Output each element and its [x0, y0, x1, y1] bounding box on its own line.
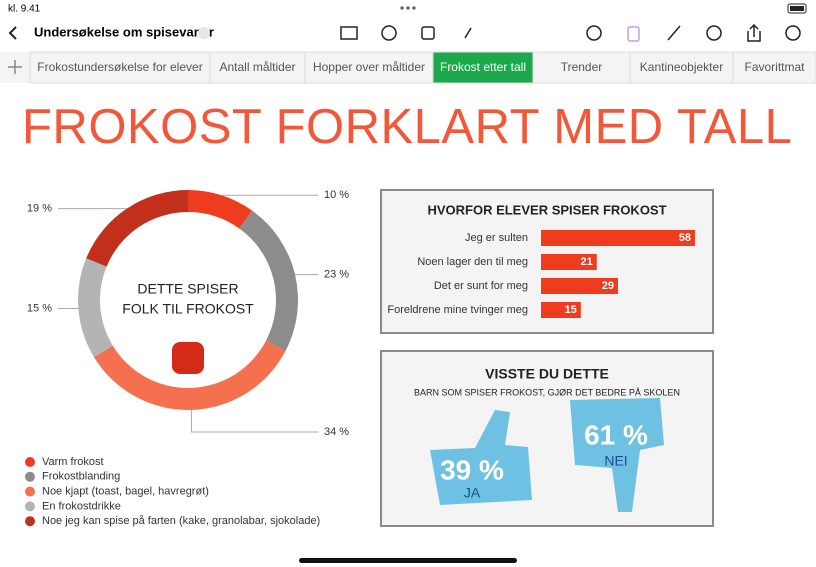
document-title[interactable]: Undersøkelse om spisevaner [34, 24, 214, 39]
legend-label: Frokostblanding [42, 471, 120, 483]
donut-segment [188, 189, 253, 229]
bar-category: Foreldrene mine tvinger meg [387, 304, 528, 316]
bar [541, 230, 695, 246]
tab-label[interactable]: Antall måltider [219, 60, 295, 74]
legend-label: En frokostdrikke [42, 500, 121, 512]
media-icon[interactable] [464, 27, 472, 39]
tab-label[interactable]: Kantineobjekter [640, 60, 723, 74]
legend-swatch [25, 486, 35, 497]
value-label: 19 % [27, 203, 52, 215]
tab[interactable] [304, 51, 434, 84]
bar-value: 29 [602, 280, 614, 292]
tab[interactable] [432, 51, 534, 84]
collab-icon[interactable] [706, 25, 722, 41]
info-title: VISSTE DU DETTE [485, 366, 609, 382]
battery [787, 3, 807, 14]
battery-level [790, 6, 804, 11]
donut-segment [93, 340, 286, 410]
legend-swatch [25, 457, 35, 467]
bar [541, 254, 597, 270]
value-label: 23 % [324, 268, 349, 280]
donut-segment [239, 210, 298, 352]
format-icon[interactable] [627, 26, 640, 42]
info-value: 61 % [584, 419, 648, 450]
tab[interactable] [629, 51, 734, 84]
info-label: NEI [604, 453, 627, 469]
legend-swatch [25, 501, 35, 512]
share-icon[interactable] [747, 23, 761, 42]
tab[interactable] [29, 51, 211, 84]
thumb-down [570, 398, 664, 512]
value-label: 10 % [324, 189, 349, 201]
value-label: 34 % [324, 426, 349, 438]
shape-icon[interactable] [421, 26, 435, 40]
add-sheet[interactable] [8, 60, 22, 74]
legend-label: Noe jeg kan spise på farten (kake, grano… [42, 515, 320, 527]
undo-icon[interactable] [586, 25, 602, 41]
center-label: FOLK TIL FROKOST [122, 301, 254, 317]
legend-swatch [25, 516, 35, 527]
tab-label[interactable]: Hopper over måltider [313, 60, 425, 74]
back-button[interactable] [8, 26, 17, 40]
bar-category: Noen lager den til meg [417, 256, 528, 268]
thumb-up [430, 410, 532, 505]
bar-chart-title: HVORFOR ELEVER SPISER FROKOST [427, 202, 666, 217]
tab-label[interactable]: Trender [561, 60, 603, 74]
bar [541, 302, 581, 318]
chart-icon[interactable] [381, 25, 397, 41]
bar-category: Jeg er sulten [465, 232, 528, 244]
toolbar-icons [340, 23, 801, 42]
bar-value: 58 [679, 232, 691, 244]
info-subtitle: BARN SOM SPISER FROKOST, GJØR DET BEDRE … [414, 387, 680, 397]
legend-label: Varm frokost [42, 456, 104, 468]
home-indicator [299, 558, 517, 563]
sheet-title: FROKOST FORKLART MED TALL [22, 100, 792, 154]
donut-segment [77, 258, 113, 357]
status-time: kl. 9.41 [8, 4, 41, 15]
tab[interactable] [532, 51, 631, 84]
tab[interactable] [209, 51, 306, 84]
table-icon[interactable] [340, 26, 358, 40]
center-label: DETTE SPISER [137, 281, 238, 297]
bar-value: 21 [581, 256, 593, 268]
legend-swatch [25, 471, 35, 482]
tab-label[interactable]: Favorittmat [744, 60, 805, 74]
value-label: 15 % [27, 302, 52, 314]
thumbs [430, 398, 664, 512]
tab-label[interactable]: Frokostundersøkelse for elever [37, 60, 202, 74]
title-menu[interactable] [198, 27, 210, 39]
bar-category: Det er sunt for meg [434, 280, 528, 292]
donut-segment [86, 189, 188, 267]
legend-label: Noe kjapt (toast, bagel, havregrøt) [42, 486, 209, 498]
leader-line [190, 409, 318, 433]
bar-value: 15 [565, 304, 577, 316]
more-icon[interactable] [785, 25, 801, 41]
info-label: JA [464, 485, 481, 501]
info-value: 39 % [440, 454, 504, 485]
bar [541, 278, 618, 294]
brush-icon[interactable] [667, 25, 681, 41]
tab-label[interactable]: Frokost etter tall [440, 60, 526, 74]
status-dots [400, 6, 416, 10]
toast-icon [172, 342, 204, 374]
tab[interactable] [732, 51, 816, 84]
